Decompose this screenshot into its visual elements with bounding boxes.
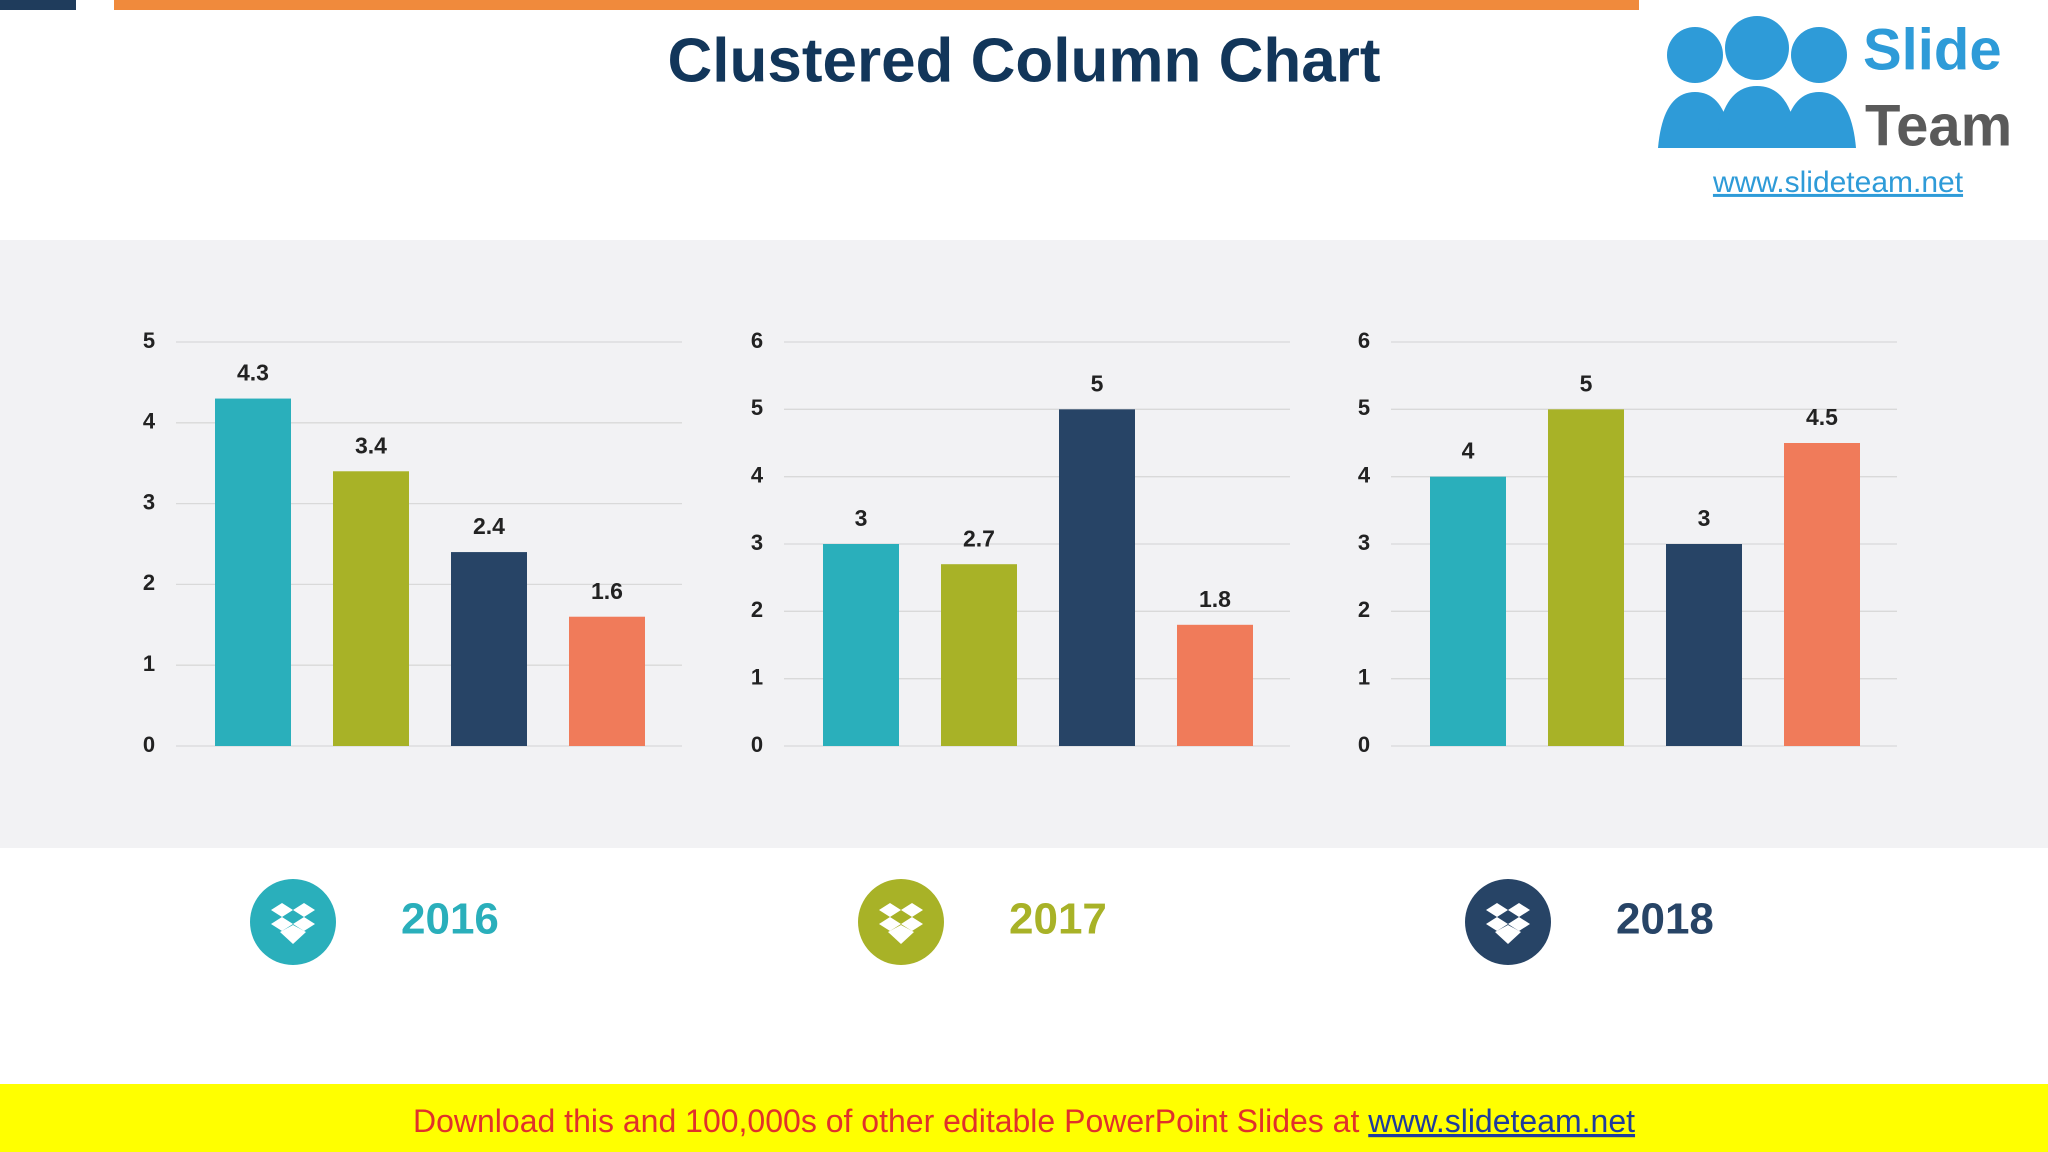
year-label: 2017: [1009, 895, 1107, 944]
data-label: 4.3: [237, 360, 269, 386]
logo: Slide Team www.slideteam.net: [1639, 0, 2037, 199]
data-label: 1.8: [1199, 586, 1231, 612]
y-tick-label: 1: [1358, 664, 1370, 689]
box-icon-part: [271, 903, 293, 917]
bar: [941, 564, 1017, 746]
logo-body: [1658, 92, 1732, 148]
logo-body: [1782, 92, 1856, 148]
box-icon-part: [879, 903, 901, 917]
footer-text: Download this and 100,000s of other edit…: [413, 1103, 1368, 1139]
box-icon-part: [271, 917, 293, 931]
box-icon-part: [280, 925, 306, 944]
box-icon-part: [1508, 917, 1530, 931]
year-label: 2016: [401, 895, 499, 944]
year-icon: [250, 879, 336, 965]
data-label: 3: [855, 505, 868, 531]
y-tick-label: 0: [751, 732, 763, 757]
bar: [215, 398, 291, 746]
y-tick-label: 6: [1358, 328, 1370, 353]
logo-text: Slide: [1863, 17, 2002, 82]
page-title: Clustered Column Chart: [667, 26, 1380, 95]
y-tick-label: 4: [751, 462, 764, 487]
y-tick-label: 3: [143, 489, 155, 514]
box-icon-part: [293, 917, 315, 931]
data-label: 4: [1462, 438, 1475, 464]
logo-head: [1791, 27, 1847, 83]
y-tick-label: 1: [143, 651, 155, 676]
box-icon: [879, 903, 923, 944]
bar: [1059, 409, 1135, 746]
bar: [1666, 544, 1742, 746]
y-tick-label: 4: [143, 409, 156, 434]
logo-body: [1716, 86, 1798, 148]
y-tick-label: 6: [751, 328, 763, 353]
data-label: 2.4: [473, 513, 505, 539]
data-label: 3: [1698, 505, 1711, 531]
bar: [451, 552, 527, 746]
footer-bar: [0, 1084, 2048, 1152]
logo-url[interactable]: www.slideteam.net: [1712, 166, 1964, 199]
footer-link[interactable]: www.slideteam.net: [1367, 1103, 1635, 1139]
data-label: 3.4: [355, 432, 387, 458]
footer: Download this and 100,000s of other edit…: [413, 1103, 1635, 1139]
y-tick-label: 2: [1358, 597, 1370, 622]
y-tick-label: 4: [1358, 462, 1371, 487]
year-label: 2018: [1616, 895, 1714, 944]
y-tick-label: 3: [1358, 530, 1370, 555]
box-icon-part: [1486, 917, 1508, 931]
y-tick-label: 5: [1358, 395, 1370, 420]
logo-text: Team: [1865, 93, 2012, 158]
bar: [333, 471, 409, 746]
box-icon-part: [879, 917, 901, 931]
y-tick-label: 5: [751, 395, 763, 420]
top-bar: [114, 0, 1639, 10]
logo-head: [1725, 16, 1789, 80]
box-icon-part: [888, 925, 914, 944]
box-icon-part: [293, 903, 315, 917]
box-icon-part: [1486, 903, 1508, 917]
box-icon: [1486, 903, 1530, 944]
corner-bar: [0, 0, 76, 10]
y-tick-label: 5: [143, 328, 155, 353]
y-tick-label: 1: [751, 664, 763, 689]
box-icon-part: [901, 917, 923, 931]
bar: [1784, 443, 1860, 746]
box-icon-part: [901, 903, 923, 917]
y-tick-label: 0: [1358, 732, 1370, 757]
data-label: 4.5: [1806, 404, 1838, 430]
bar: [569, 616, 645, 746]
data-label: 2.7: [963, 525, 995, 551]
charts: 0123454.33.42.41.62016012345632.751.8201…: [143, 328, 1897, 965]
data-label: 1.6: [591, 578, 623, 604]
year-icon: [1465, 879, 1551, 965]
data-label: 5: [1580, 370, 1593, 396]
y-tick-label: 3: [751, 530, 763, 555]
bar: [1430, 476, 1506, 746]
bar: [823, 544, 899, 746]
bar: [1548, 409, 1624, 746]
y-tick-label: 0: [143, 732, 155, 757]
year-icon: [858, 879, 944, 965]
box-icon-part: [1495, 925, 1521, 944]
box-icon: [271, 903, 315, 944]
data-label: 5: [1091, 370, 1104, 396]
y-tick-label: 2: [751, 597, 763, 622]
y-tick-label: 2: [143, 570, 155, 595]
logo-head: [1667, 27, 1723, 83]
bar: [1177, 624, 1253, 746]
box-icon-part: [1508, 903, 1530, 917]
